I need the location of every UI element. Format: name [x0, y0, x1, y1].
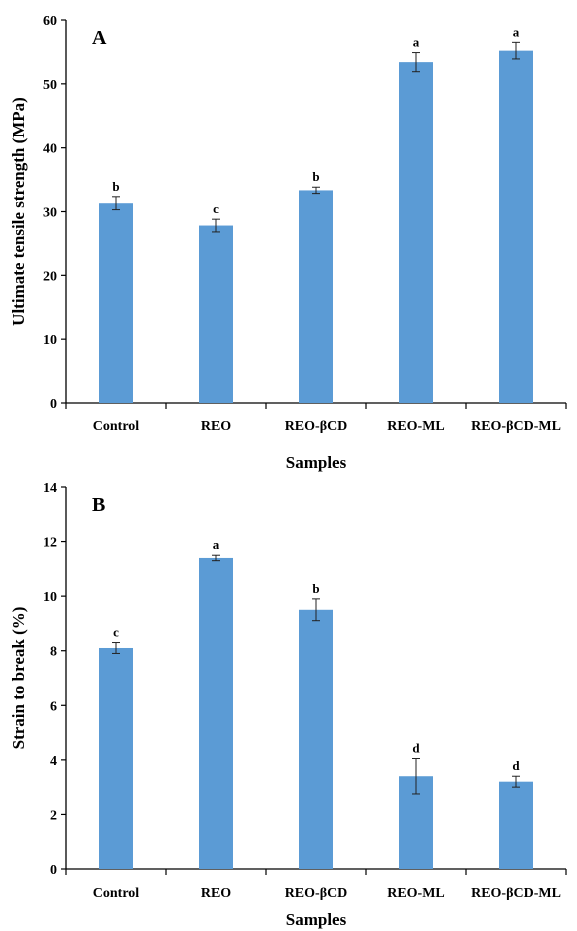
significance-letter: c [213, 201, 219, 216]
significance-letter: a [513, 24, 520, 39]
bar [399, 62, 433, 403]
category-label: REO-βCD [285, 886, 348, 901]
y-tick-label: 8 [50, 645, 57, 660]
significance-letter: d [512, 758, 520, 773]
category-label: Control [93, 886, 140, 901]
panel-letter: B [92, 494, 105, 516]
category-label: Control [93, 419, 140, 434]
x-axis-label: Samples [286, 910, 347, 929]
y-tick-label: 0 [50, 863, 57, 878]
panel-a-strength-chart: 0 10 20 30 40 50 60 b Control c REO b REO-βCD a REO-ML… [9, 14, 567, 472]
bar [99, 647, 133, 869]
x-axis-label: Samples [286, 453, 347, 472]
significance-letter: c [113, 625, 119, 640]
y-tick-label: 10 [43, 333, 57, 348]
y-tick-label: 0 [50, 397, 57, 412]
y-tick-label: 30 [43, 206, 57, 221]
significance-letter: a [413, 35, 420, 50]
panel-letter: A [92, 27, 107, 49]
y-tick-label: 14 [43, 481, 57, 496]
bar [99, 203, 133, 403]
significance-letter: d [412, 740, 420, 755]
category-label: REO-βCD-ML [471, 419, 561, 434]
bar [199, 225, 233, 403]
category-label: REO [201, 886, 231, 901]
y-axis-label: Ultimate tensile strength (MPa) [9, 97, 28, 326]
y-tick-label: 60 [43, 14, 57, 29]
y-axis-label: Strain to break (%) [9, 607, 28, 750]
significance-letter: b [112, 179, 119, 194]
y-tick-label: 2 [50, 808, 57, 823]
significance-letter: a [213, 537, 220, 552]
y-tick-label: 20 [43, 269, 57, 284]
panel-b-strain-chart: 0 2 4 6 8 10 12 14 c Control a REO b REO-βCD d REO-ML d R… [9, 481, 567, 929]
y-tick-label: 6 [50, 699, 57, 714]
bar [499, 50, 533, 403]
y-tick-label: 12 [43, 536, 57, 551]
category-label: REO-βCD-ML [471, 886, 561, 901]
bar [299, 609, 333, 869]
category-label: REO-ML [387, 886, 445, 901]
bar [199, 557, 233, 869]
y-tick-label: 4 [50, 754, 57, 769]
y-tick-label: 10 [43, 590, 57, 605]
y-tick-label: 50 [43, 78, 57, 93]
significance-letter: b [312, 581, 319, 596]
category-label: REO-ML [387, 419, 445, 434]
significance-letter: b [312, 169, 319, 184]
y-tick-label: 40 [43, 142, 57, 157]
bar [299, 190, 333, 403]
bar [499, 781, 533, 869]
category-label: REO [201, 419, 231, 434]
category-label: REO-βCD [285, 419, 348, 434]
